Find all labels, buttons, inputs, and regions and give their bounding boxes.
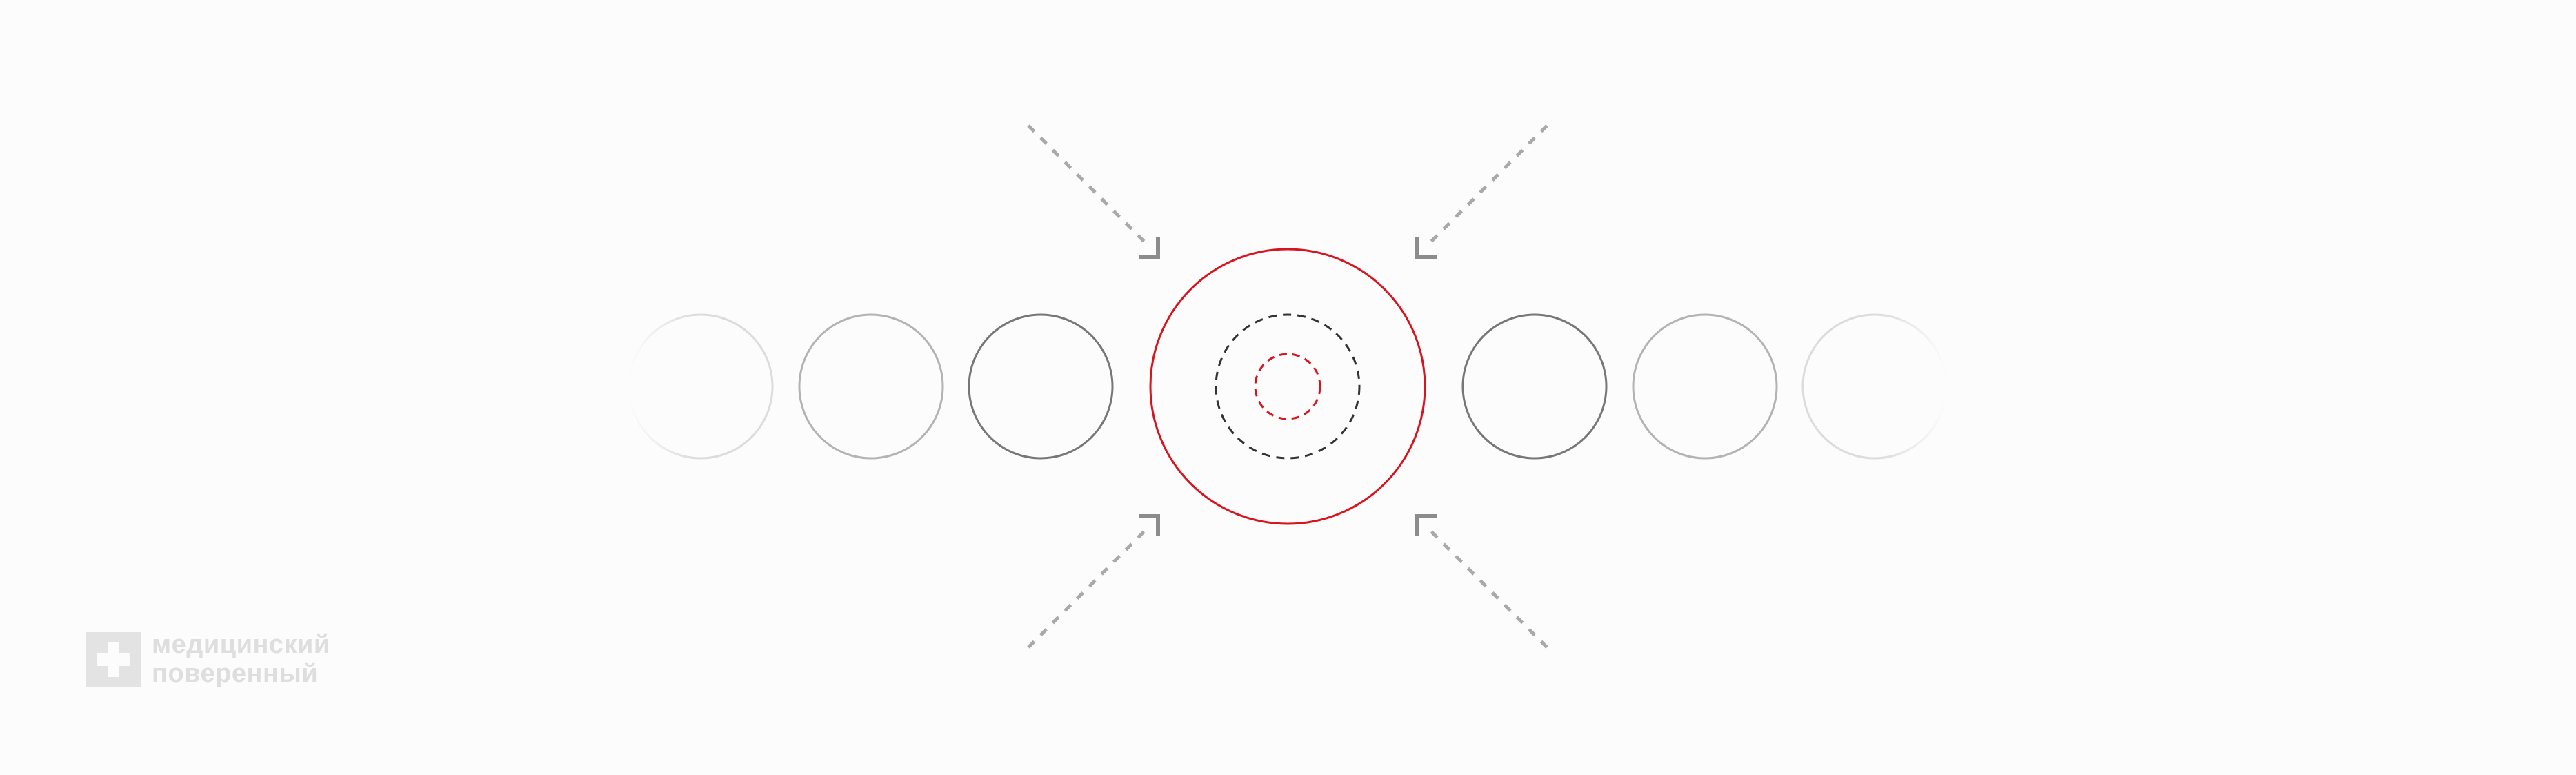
brand-logo: медицинский поверенный bbox=[86, 630, 330, 688]
right-circle-near bbox=[1461, 313, 1608, 460]
left-circle-near bbox=[968, 313, 1114, 460]
right-circle-mid bbox=[1632, 313, 1778, 460]
right-circle-far bbox=[1801, 313, 1948, 460]
left-circle-mid bbox=[798, 313, 944, 460]
brand-name-line-1: медицинский bbox=[152, 630, 330, 659]
arrow-bottom-left bbox=[1027, 514, 1160, 649]
core-dashed-ring bbox=[1254, 353, 1321, 420]
brand-name-line-2: поверенный bbox=[152, 659, 319, 688]
left-circle-far bbox=[628, 313, 774, 460]
arrow-top-left bbox=[1027, 124, 1160, 259]
focus-ring bbox=[1149, 248, 1426, 525]
brand-name: медицинский поверенный bbox=[152, 630, 330, 688]
medical-cross-icon bbox=[86, 631, 141, 687]
arrow-top-right bbox=[1415, 124, 1548, 259]
arrow-bottom-right bbox=[1415, 514, 1548, 649]
inner-dashed-ring bbox=[1215, 313, 1361, 460]
